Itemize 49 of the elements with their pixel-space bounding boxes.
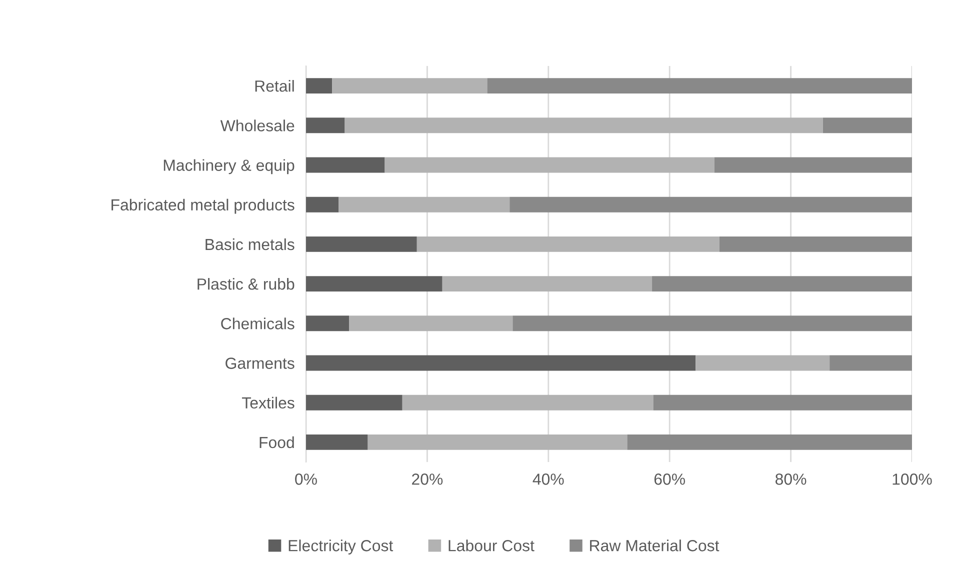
bar <box>306 118 345 134</box>
bar <box>306 316 350 332</box>
bar <box>653 394 912 410</box>
bar <box>306 434 368 450</box>
y-tick-label: Plastic & rubb <box>198 278 294 290</box>
bar <box>332 78 488 94</box>
bar <box>696 355 830 371</box>
bar <box>442 276 652 292</box>
bar <box>306 355 696 371</box>
bar <box>306 276 442 292</box>
bar <box>402 394 654 410</box>
legend-label: Raw Material Cost <box>590 540 720 552</box>
bar <box>627 434 912 450</box>
x-tick-label: 40% <box>532 474 564 485</box>
y-tick-label: Chemicals <box>221 318 294 330</box>
bar <box>306 196 339 212</box>
x-tick-label: 80% <box>776 474 806 485</box>
bar <box>349 316 513 332</box>
bar <box>512 316 912 332</box>
x-tick-label: 0% <box>295 474 317 485</box>
bar <box>306 157 385 173</box>
x-tick-label: 60% <box>654 474 686 485</box>
bar <box>384 157 714 173</box>
y-tick-label: Machinery & equip <box>164 159 294 174</box>
bar <box>719 236 912 252</box>
y-tick-label: Textiles <box>242 396 294 409</box>
bar <box>822 118 912 134</box>
bar <box>416 236 720 252</box>
bar <box>368 434 628 450</box>
y-tick-label: Basic metals <box>206 238 294 250</box>
bar <box>306 78 332 94</box>
bar <box>306 236 417 252</box>
y-tick-label: Retail <box>255 80 294 92</box>
bar <box>714 157 912 173</box>
bar <box>830 355 912 371</box>
bar <box>510 196 912 212</box>
y-tick-label: Garments <box>226 358 294 369</box>
bar <box>652 276 912 292</box>
y-tick-label: Wholesale <box>220 120 294 132</box>
y-tick-label: Food <box>260 436 294 448</box>
y-tick-label: Fabricated metal products <box>112 198 294 214</box>
x-tick-label: 100% <box>892 474 932 485</box>
bar <box>306 394 402 410</box>
legend-label: Labour Cost <box>448 540 534 552</box>
legend-label: Electricity Cost <box>288 540 394 554</box>
bar <box>344 118 823 134</box>
x-tick-label: 20% <box>412 474 443 485</box>
bar <box>338 196 510 212</box>
bar <box>487 78 912 94</box>
